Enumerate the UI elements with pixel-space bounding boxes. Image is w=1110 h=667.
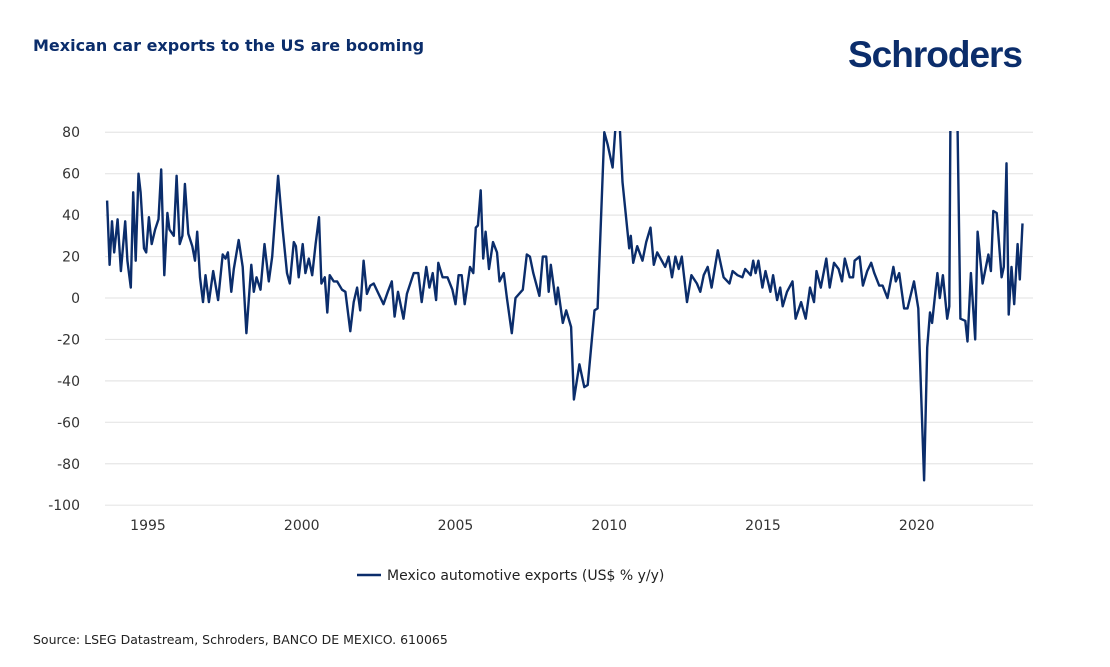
y-tick-label: 0: [71, 291, 80, 307]
schroders-logo: Schroders: [848, 34, 1023, 75]
x-tick-label: 2005: [438, 518, 474, 534]
legend-label: Mexico automotive exports (US$ % y/y): [387, 568, 664, 584]
y-tick-label: 40: [62, 208, 80, 224]
x-tick-label: 2010: [591, 518, 627, 534]
x-tick-label: 2000: [284, 518, 320, 534]
chart-title: Mexican car exports to the US are boomin…: [33, 36, 425, 55]
y-tick-label: -40: [57, 374, 80, 390]
gridlines: [105, 131, 1033, 506]
y-tick-label: -20: [57, 332, 80, 348]
source-note: Source: LSEG Datastream, Schroders, BANC…: [33, 632, 448, 647]
series-line-mexico-auto-exports: [105, 131, 1024, 482]
x-tick-label: 2020: [899, 518, 935, 534]
y-tick-label: 60: [62, 167, 80, 183]
y-tick-label: -60: [57, 415, 80, 431]
x-axis-ticks: 1995 2000 2005 2010 2015 2020: [130, 518, 934, 534]
y-tick-label: 20: [62, 250, 80, 266]
x-tick-label: 1995: [130, 518, 166, 534]
legend: Mexico automotive exports (US$ % y/y): [357, 568, 664, 584]
y-axis-ticks: 80 60 40 20 0 -20 -40 -60 -80 -100: [48, 125, 80, 514]
x-tick-label: 2015: [745, 518, 781, 534]
y-tick-label: 80: [62, 125, 80, 141]
y-tick-label: -100: [48, 498, 80, 514]
y-tick-label: -80: [57, 457, 80, 473]
